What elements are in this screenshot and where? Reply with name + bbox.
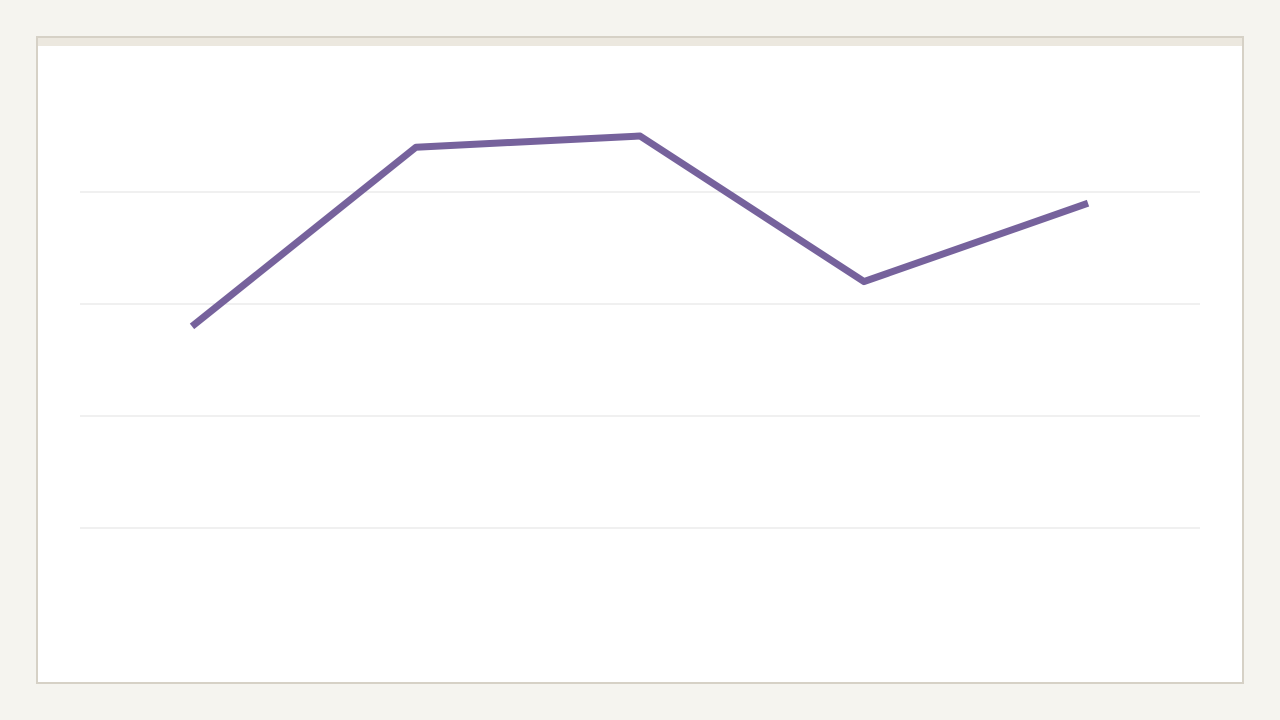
card-header [38,38,1242,46]
data-line [189,132,1090,330]
card [36,36,1244,684]
